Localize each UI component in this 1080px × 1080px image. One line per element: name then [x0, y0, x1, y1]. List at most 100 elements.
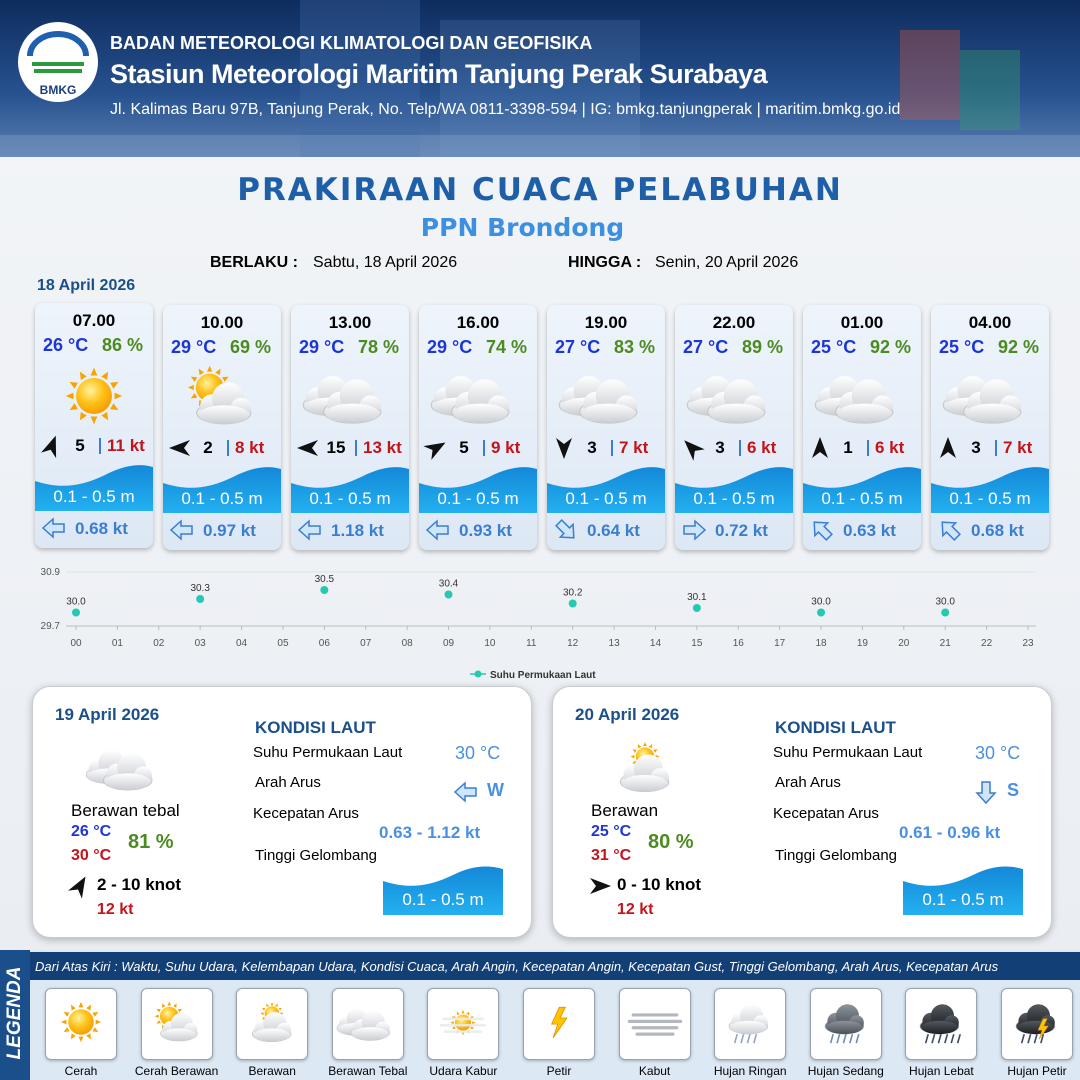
current-arrow	[813, 521, 833, 541]
x-tick-label: 23	[1022, 638, 1034, 649]
wind-arrow-head	[297, 440, 318, 456]
daily-date: 19 April 2026	[55, 705, 160, 724]
current-arrow-shape	[941, 521, 961, 541]
weather-icon	[627, 1013, 682, 1036]
logo-arc	[27, 31, 89, 57]
wave	[903, 866, 1023, 915]
current-speed: 0.64 kt	[587, 521, 640, 540]
sst: 30 °C	[975, 743, 1021, 763]
current-arrow	[41, 517, 65, 539]
time: 07.00	[72, 311, 116, 330]
icon-part	[453, 403, 508, 424]
temperature: 29 °C	[427, 337, 473, 357]
icon-part	[1040, 1033, 1045, 1044]
current-speed: 0.93 kt	[459, 521, 512, 540]
current-arrow-shape	[41, 517, 65, 539]
current-arrow	[975, 781, 997, 805]
cloud	[579, 379, 638, 424]
cloud	[728, 1004, 769, 1035]
icon-part	[70, 1004, 76, 1011]
icon-part	[709, 403, 764, 424]
current-speed: 0.68 kt	[971, 521, 1024, 540]
condition: Berawan tebal	[71, 801, 180, 820]
icon-part	[925, 1033, 930, 1044]
y-tick-label: 30.9	[41, 567, 61, 578]
legend-box	[905, 988, 978, 1060]
address: Jl. Kalimas Baru 97B, Tanjung Perak, No.…	[110, 101, 901, 118]
icon-part	[110, 381, 119, 389]
data-label: 30.0	[66, 597, 86, 608]
icon-part	[101, 412, 109, 421]
icon-part	[60, 1019, 67, 1025]
icon-part	[90, 367, 98, 376]
humidity: 83 %	[614, 337, 656, 357]
wave-height: 0.1 - 0.5 m	[693, 489, 774, 508]
legend-box	[45, 988, 117, 1060]
wind-arrow-head	[169, 440, 190, 456]
current-speed: 0.61 - 0.96 kt	[899, 823, 1001, 842]
time: 10.00	[200, 313, 244, 332]
current-arrow-shape	[453, 781, 477, 803]
wave-panel: 0.1 - 0.5 m	[383, 866, 503, 915]
x-tick-label: 18	[815, 638, 827, 649]
icon-part	[648, 744, 653, 749]
rain	[925, 1033, 962, 1044]
temperature: 25 °C	[811, 337, 857, 357]
data-label: 30.0	[935, 597, 955, 608]
icon-part	[921, 1020, 959, 1035]
icon-part	[79, 412, 87, 421]
rain	[734, 1033, 758, 1044]
time: 19.00	[584, 313, 628, 332]
weather-icon	[336, 1008, 390, 1041]
wave-panel: 0.1 - 0.5 m	[931, 467, 1049, 513]
icon-part	[730, 1020, 767, 1035]
daily-card: 19 April 2026 Berawan tebal 26 °C 30 °C 81 %…	[32, 686, 532, 938]
temp-min: 26 °C	[71, 823, 112, 840]
data-label: 30.0	[811, 597, 831, 608]
icon-part	[167, 1001, 171, 1006]
cloud	[350, 1010, 390, 1041]
wind-arrow-head	[812, 437, 828, 458]
wind-arrow	[68, 876, 86, 899]
gust: 9 kt	[491, 438, 521, 457]
icon-part	[262, 1007, 266, 1011]
current-speed: 0.68 kt	[75, 519, 128, 538]
legend-description: Dari Atas Kiri : Waktu, Suhu Udara, Kele…	[35, 959, 999, 974]
weather-icon	[252, 1002, 292, 1043]
icon-part	[931, 1033, 936, 1044]
sst: 30 °C	[455, 743, 501, 763]
forecast-card: 10.00 29 °C 69 % 2 8 kt 0.1 - 0.5 m 0.97 kt	[163, 305, 281, 550]
icon-part	[190, 393, 198, 399]
icon-part	[842, 1033, 847, 1044]
icon-part	[260, 1012, 264, 1016]
wave-panel: 0.1 - 0.5 m	[291, 467, 409, 513]
separator	[483, 440, 485, 456]
rain	[829, 1033, 860, 1044]
icon-part	[825, 1020, 863, 1035]
icon-part	[1027, 1033, 1032, 1044]
humidity: 92 %	[998, 337, 1040, 357]
humidity: 69 %	[230, 337, 272, 357]
current-arrow-shape	[975, 781, 997, 805]
cloud	[707, 379, 766, 424]
x-tick-label: 04	[236, 638, 248, 649]
time: 13.00	[328, 313, 372, 332]
icon-part	[63, 1011, 70, 1017]
current-arrow	[297, 519, 321, 541]
x-tick-label: 15	[691, 638, 703, 649]
sst-point	[568, 599, 577, 608]
forecast-card: 07.00 26 °C 86 % 5 11 kt 0.1 - 0.5 m 0.68 kt	[35, 303, 153, 548]
weather-icon	[550, 1006, 568, 1039]
weather-icon	[1015, 1004, 1056, 1044]
current-dir-label: Arah Arus	[255, 774, 321, 791]
icon-part	[63, 1027, 70, 1033]
temperature: 27 °C	[683, 337, 729, 357]
sea-title: KONDISI LAUT	[255, 718, 376, 737]
icon-part	[643, 742, 647, 747]
forecast-card: 19.00 27 °C 83 % 3 7 kt 0.1 - 0.5 m 0.64 kt	[547, 305, 665, 550]
wave	[419, 467, 537, 513]
wave	[163, 467, 281, 513]
valid-to-label: HINGGA :	[568, 254, 642, 271]
icon-part	[215, 368, 221, 376]
